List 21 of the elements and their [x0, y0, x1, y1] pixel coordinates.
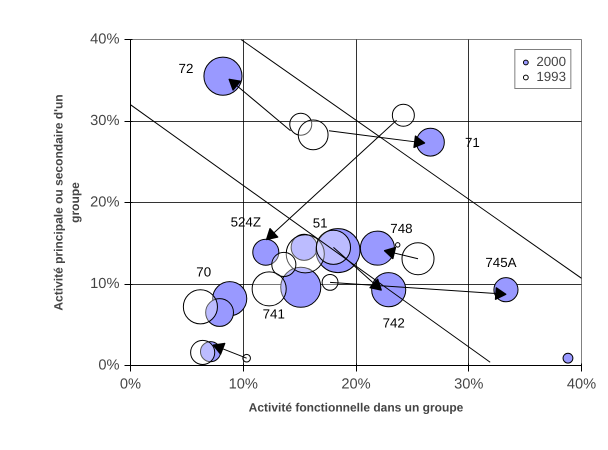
legend-label: 2000 [536, 54, 566, 69]
annotation: 745A [485, 255, 517, 270]
annotation: 741 [262, 306, 285, 322]
x-tick-label: 20% [341, 376, 371, 392]
y-tick-label: 20% [90, 194, 120, 210]
x-tick-label: 10% [228, 376, 258, 392]
x-axis-title: Activité fonctionnelle dans un groupe [248, 400, 464, 414]
x-tick-label: 40% [566, 376, 596, 392]
y-tick-label: 30% [90, 113, 120, 129]
y-tick-label: 40% [90, 32, 120, 48]
y-tick-label: 10% [90, 276, 120, 292]
annotation: 72 [178, 61, 194, 76]
x-tick-label: 0% [120, 376, 142, 392]
y-axis-title: Activité principale ou secondaire d'un groupe [51, 94, 82, 311]
annotation: 70 [196, 264, 212, 280]
legend-label: 1993 [536, 69, 566, 84]
annotation: 748 [390, 221, 413, 236]
y-tick-label: 0% [98, 358, 120, 374]
annotation: 742 [382, 316, 405, 331]
annotation: 51 [312, 215, 328, 230]
x-tick-label: 30% [454, 376, 484, 392]
